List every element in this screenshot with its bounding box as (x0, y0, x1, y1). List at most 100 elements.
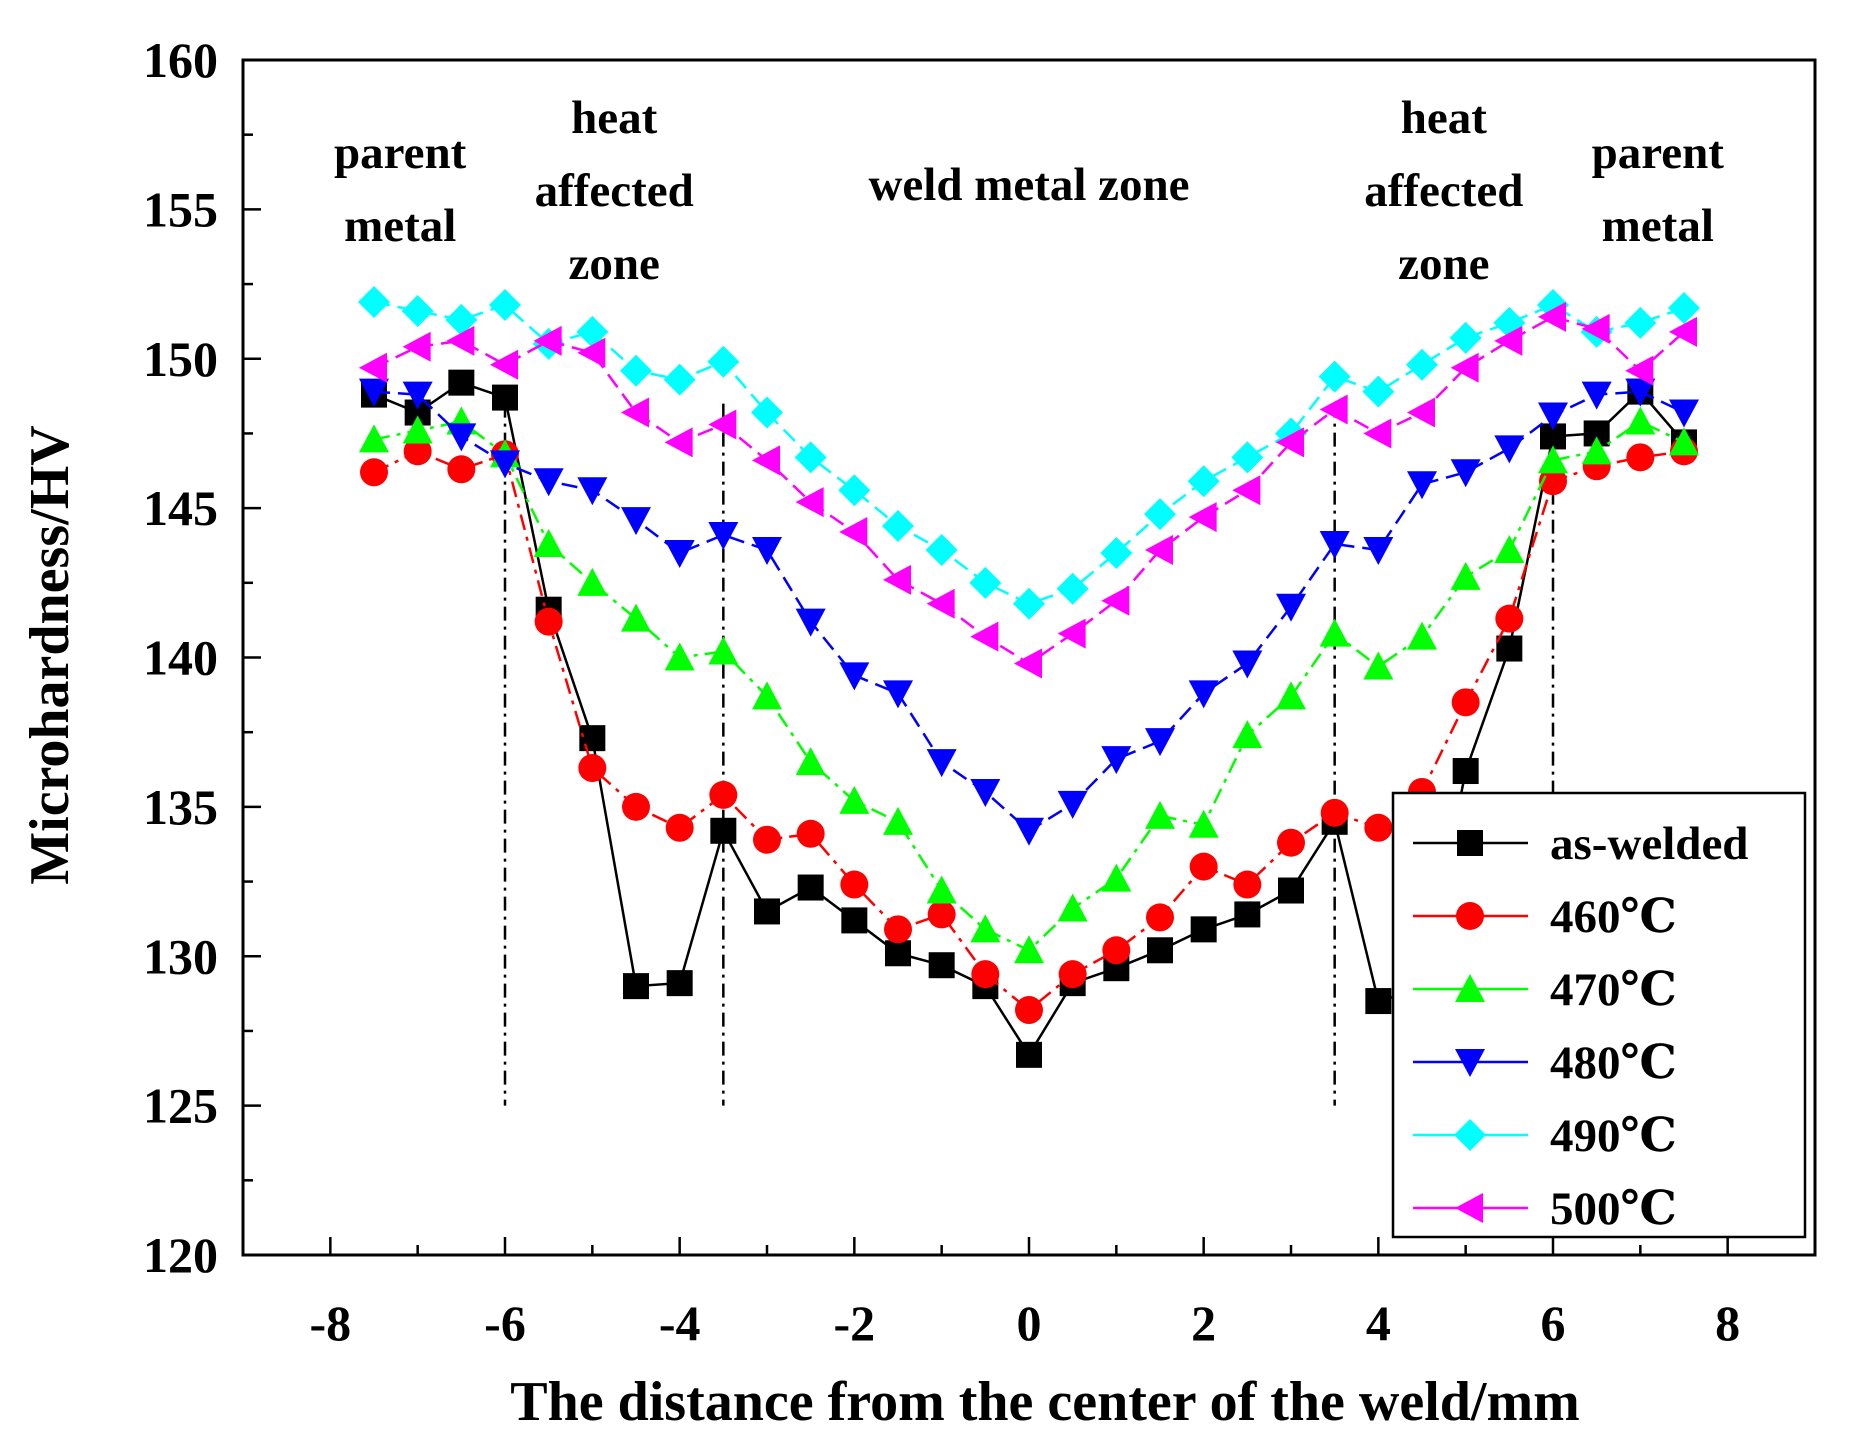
legend-marker-1 (1456, 902, 1484, 930)
series-5-point-11 (839, 517, 868, 548)
series-0-point-20 (1234, 901, 1261, 928)
series-1-point-16 (1058, 960, 1087, 989)
x-tick-label-1: -6 (484, 1295, 526, 1351)
series-1-point-25 (1451, 688, 1480, 717)
y-tick-label-2: 130 (143, 928, 218, 984)
series-5-point-6 (621, 397, 649, 428)
series-2-point-6 (621, 603, 651, 632)
series-5-point-26 (1494, 325, 1523, 356)
y-axis-title: Microhardness/HV (19, 425, 81, 884)
series-3-point-12 (883, 680, 913, 709)
series-1-point-0 (360, 458, 388, 487)
series-4-point-19 (1187, 465, 1220, 498)
series-0-point-2 (448, 369, 475, 396)
series-3-point-27 (1538, 402, 1568, 431)
series-2-point-10 (795, 747, 826, 776)
series-4-point-30 (1668, 291, 1700, 324)
series-2-point-30 (1669, 427, 1699, 456)
series-3-point-9 (752, 536, 782, 565)
x-tick-label-0: -8 (310, 1295, 352, 1351)
x-tick-label-4: 0 (1017, 1295, 1042, 1351)
series-4-point-25 (1449, 321, 1482, 354)
y-tick-label-4: 140 (143, 630, 218, 686)
series-3-point-13 (926, 749, 957, 778)
series-4-point-12 (882, 510, 914, 543)
series-4-point-14 (969, 566, 1002, 599)
series-2-point-9 (752, 681, 782, 710)
series-1-point-8 (709, 780, 738, 809)
series-3-point-8 (708, 522, 739, 551)
series-3-point-15 (1014, 817, 1044, 846)
series-1-point-22 (1320, 798, 1349, 827)
zone-label-1-line-2: zone (568, 238, 659, 290)
zone-label-1-line-0: heat (571, 92, 658, 144)
series-3-point-16 (1057, 790, 1088, 819)
series-0-point-5 (579, 725, 606, 752)
y-tick-label-6: 150 (143, 331, 218, 387)
series-3-point-11 (839, 662, 870, 691)
series-2-point-29 (1625, 406, 1656, 435)
series-1-point-18 (1146, 903, 1174, 932)
series-3-point-0 (359, 378, 389, 407)
series-1-point-29 (1626, 443, 1655, 472)
series-4-point-20 (1231, 441, 1264, 474)
legend-label-4: 490℃ (1550, 1110, 1677, 1162)
series-4-point-24 (1406, 348, 1438, 381)
series-2-point-8 (708, 636, 739, 665)
series-3 (359, 378, 1699, 846)
series-1-point-11 (840, 870, 869, 899)
series-1-point-23 (1364, 813, 1393, 842)
series-1-point-5 (578, 754, 607, 783)
series-4-point-29 (1624, 306, 1657, 339)
series-2-point-12 (883, 806, 913, 835)
zone-label-3-line-2: zone (1398, 238, 1489, 290)
series-3-point-24 (1407, 471, 1437, 500)
series-4-point-3 (489, 288, 521, 321)
series-3-point-25 (1450, 459, 1481, 488)
series-4-point-0 (358, 285, 390, 318)
series-5-point-25 (1450, 352, 1479, 383)
legend-label-3: 480℃ (1550, 1037, 1677, 1089)
series-5-point-17 (1101, 585, 1130, 616)
x-tick-label-3: -2 (834, 1295, 876, 1351)
series-1-point-2 (447, 455, 476, 484)
legend-item-4: 490℃ (1413, 1110, 1677, 1162)
zone-label-4-line-0: parent (1592, 127, 1725, 179)
legend-marker-3 (1455, 1049, 1485, 1077)
series-4-point-1 (401, 294, 434, 327)
series-4-point-17 (1100, 536, 1133, 569)
series-1-point-17 (1102, 936, 1131, 965)
series-3-point-2 (446, 423, 477, 452)
series-0-point-19 (1190, 916, 1217, 943)
series-3-point-21 (1276, 593, 1306, 622)
series-2-point-19 (1188, 809, 1219, 838)
y-tick-label-3: 135 (143, 779, 218, 835)
series-3-point-4 (533, 468, 564, 497)
legend-item-1: 460℃ (1413, 891, 1677, 943)
series-4-point-18 (1144, 498, 1176, 531)
series-1-point-7 (665, 813, 694, 842)
series-5-point-7 (664, 427, 693, 458)
series-line-4 (373, 300, 1685, 606)
series-5-point-18 (1145, 534, 1173, 565)
zone-layer: parent metal heat affected zone weld metal zo… (334, 92, 1724, 1106)
legend-item-0: as-welded (1413, 818, 1748, 870)
legend-item-5: 500℃ (1413, 1183, 1677, 1235)
y-tick-label-7: 155 (143, 181, 218, 237)
legend: as-welded 460℃ 470℃ 480℃ 490℃ 500℃ (1391, 791, 1807, 1239)
x-axis-title: The distance from the center of the weld… (510, 1371, 1580, 1433)
series-layer (358, 285, 1700, 1068)
series-0-point-11 (841, 907, 868, 934)
series-1-point-26 (1495, 604, 1524, 633)
legend-label-2: 470℃ (1550, 964, 1677, 1016)
series-3-point-3 (490, 450, 520, 479)
series-3-point-29 (1625, 378, 1656, 407)
series-5-point-14 (970, 621, 999, 652)
series-0-point-7 (666, 970, 693, 997)
series-1-point-4 (534, 607, 563, 636)
series-5-point-13 (926, 588, 955, 619)
x-tick-label-7: 6 (1541, 1295, 1566, 1351)
series-3-point-17 (1101, 746, 1132, 775)
series-0-point-12 (885, 940, 911, 967)
